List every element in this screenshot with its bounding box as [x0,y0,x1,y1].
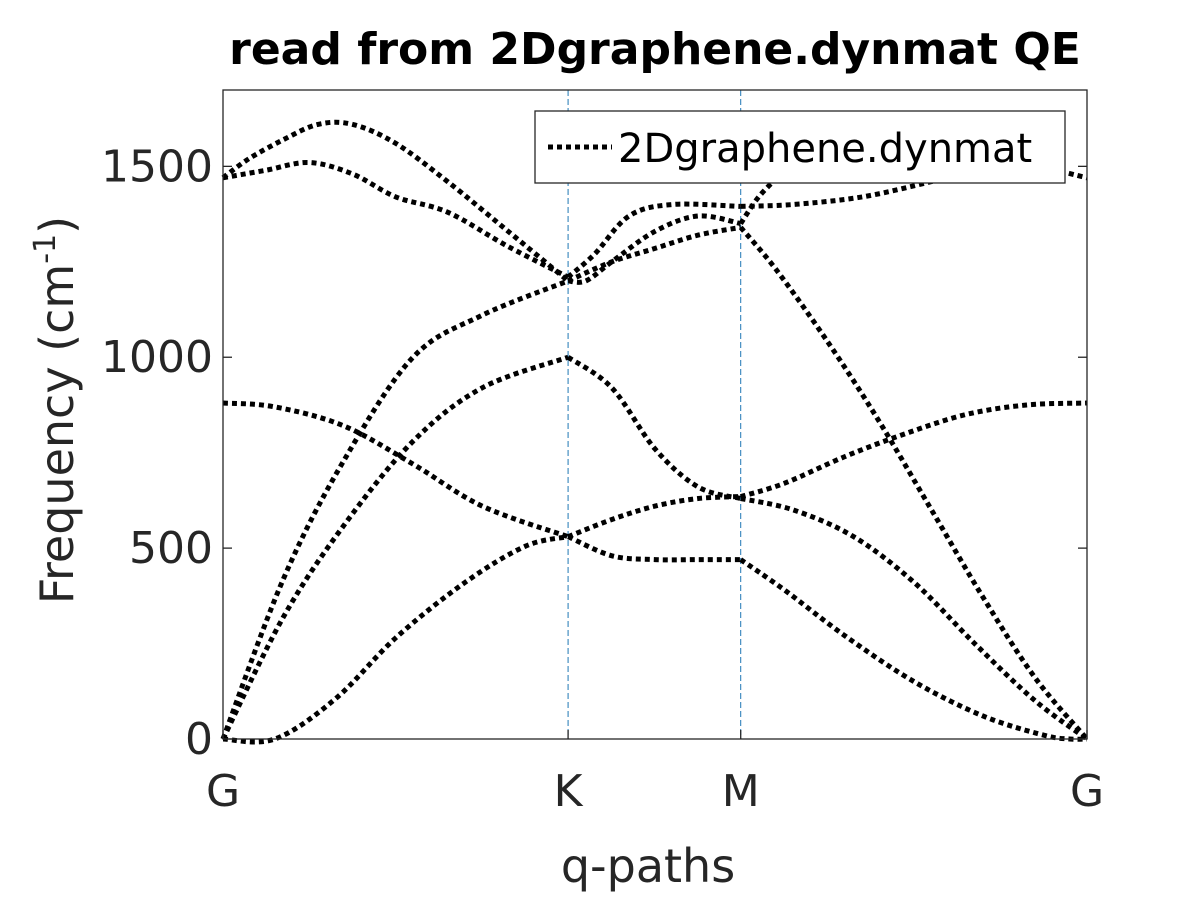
band-line-4 [220,354,569,741]
chart-title: read from 2Dgraphene.dynmat QE [229,24,1081,75]
y-tick-label: 0 [185,714,213,765]
band-line-11 [567,494,741,540]
x-tick-label: K [554,766,584,817]
band-line-14 [567,213,742,285]
y-axis-ticks: 0 500 1000 1500 [101,141,1087,765]
band-line-16 [222,159,570,280]
y-axis-label-main: Frequency (cm [30,264,84,604]
band-line-3 [739,557,1088,742]
x-tick-label: G [1070,766,1104,817]
y-axis-label-superscript: -1 [28,234,63,264]
x-tick-label: M [722,766,760,817]
legend-box [534,110,1066,184]
axes-box [222,89,1088,740]
legend: 2Dgraphene.dynmat [534,110,1066,184]
band-line-9 [738,225,1089,741]
x-axis-label: q-paths [561,839,735,893]
high-symmetry-dividers [567,90,742,739]
band-lines [220,119,1089,745]
band-line-10 [222,400,569,540]
y-tick-label: 500 [129,523,213,574]
band-line-2 [567,534,741,563]
y-axis-label: Frequency (cm-1) [28,216,84,604]
y-tick-label: 1500 [101,141,213,192]
plot-area [223,90,1087,739]
x-tick-label: G [206,766,240,817]
band-line-8 [567,224,742,284]
y-axis-label-close: ) [30,216,84,234]
band-line-5 [566,355,742,501]
band-line-13 [221,119,570,283]
band-line-6 [740,496,1089,742]
legend-label: 2Dgraphene.dynmat [618,126,1032,172]
band-line-17 [566,201,741,279]
band-line-12 [739,400,1088,499]
y-tick-label: 1000 [101,332,213,383]
band-line-7 [220,278,570,740]
band-line-1 [222,534,569,745]
